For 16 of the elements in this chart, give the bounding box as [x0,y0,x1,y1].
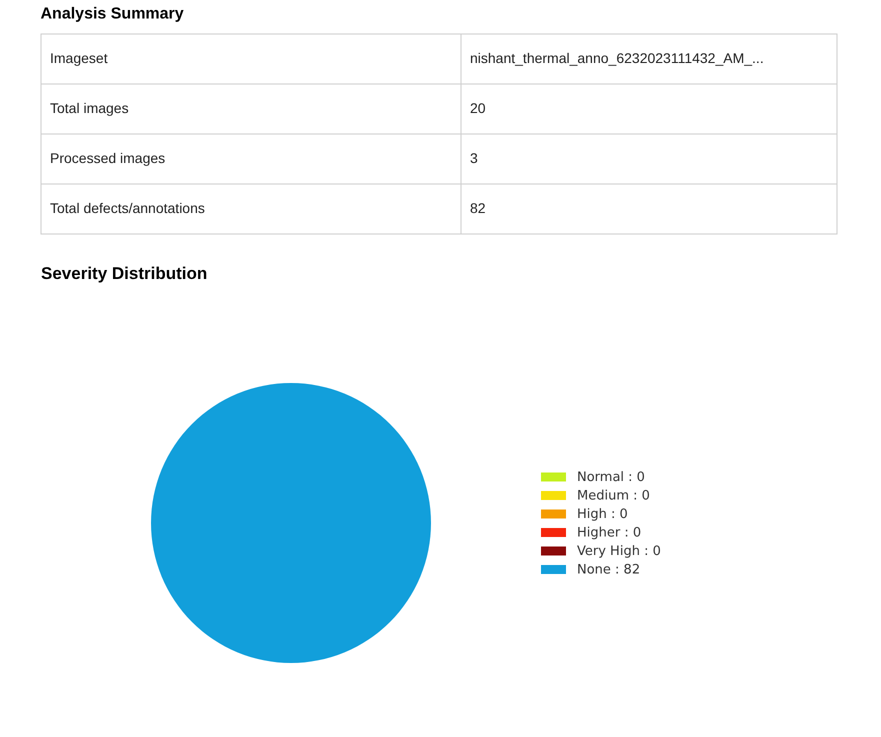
text: nishant_thermal_anno_6232023111432_AM_... [470,50,764,66]
text: Analysis Summary [40,6,184,22]
text: Processed images [50,150,166,166]
text: Total images [50,100,129,116]
text: Total defects/annotations [50,200,205,216]
legend-label: Very High : 0 [577,544,661,559]
chart-title: Severity Distribution [41,264,208,283]
legend-label: Normal : 0 [577,470,645,485]
text: Imageset [50,50,108,66]
legend-label: Higher : 0 [577,526,642,540]
legend-label: Medium : 0 [577,488,650,504]
legend-label: None : 82 [577,562,640,578]
legend-label: High : 0 [577,507,628,522]
text: 20 [470,100,486,116]
text: 82 [470,200,486,216]
text: 3 [470,150,478,166]
